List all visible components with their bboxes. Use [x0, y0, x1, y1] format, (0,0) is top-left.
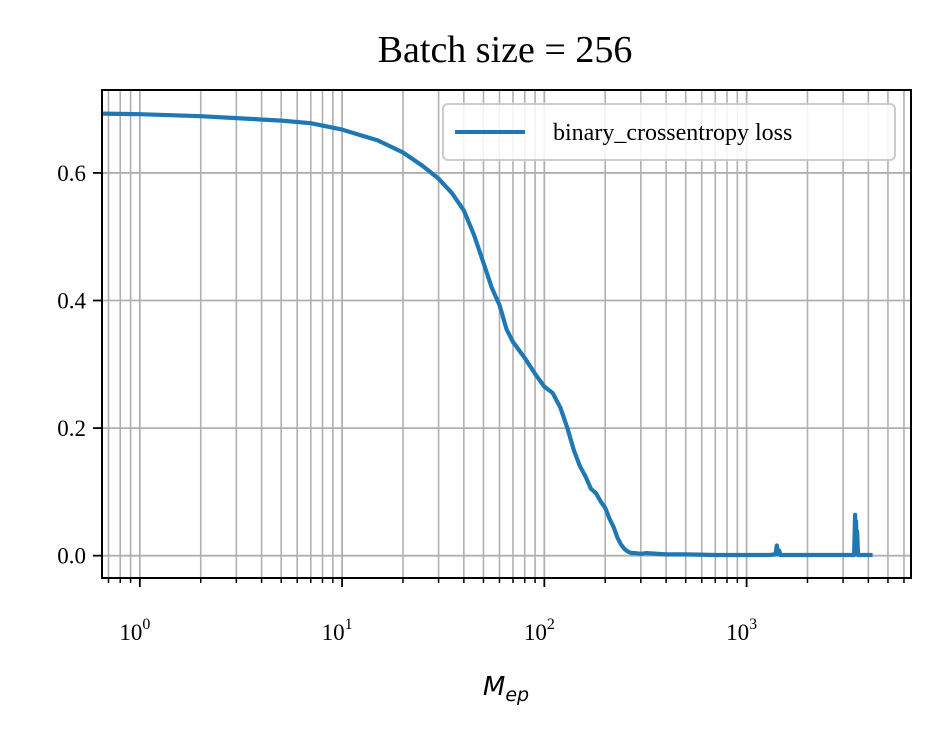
x-tick-base: 10 — [119, 620, 142, 645]
x-tick-label: 103 — [726, 616, 757, 645]
legend-box — [442, 103, 896, 161]
x-tick-exponent: 0 — [142, 616, 150, 633]
x-axis-label-main: M — [483, 672, 505, 702]
y-tick-label: 0.2 — [57, 416, 86, 441]
series-layer — [101, 111, 873, 558]
x-tick-exponent: 1 — [345, 616, 353, 633]
series-line-0 — [101, 111, 873, 558]
legend-label: binary_crossentropy loss — [553, 120, 792, 146]
y-tick-label: 0.4 — [57, 289, 86, 314]
x-tick-exponent: 2 — [547, 616, 555, 633]
y-tick-label: 0.0 — [57, 544, 86, 569]
x-tick-label: 102 — [524, 616, 555, 645]
x-tick-base: 10 — [322, 620, 345, 645]
x-tick-label: 100 — [119, 616, 150, 645]
x-axis-label-subscript: ep — [505, 684, 529, 706]
y-axis-ticks: 0.0 0.2 0.4 0.6 — [57, 161, 102, 569]
x-tick-base: 10 — [726, 620, 749, 645]
minor-grid — [107, 90, 905, 578]
major-grid — [102, 90, 911, 578]
x-axis-ticks: 100 101 102 103 — [107, 578, 905, 645]
x-tick-base: 10 — [524, 620, 547, 645]
legend: binary_crossentropy loss — [442, 103, 896, 161]
y-tick-label: 0.6 — [57, 161, 86, 186]
plot-frame — [101, 89, 912, 579]
x-tick-exponent: 3 — [749, 616, 757, 633]
x-axis-label: Mep — [483, 672, 529, 706]
x-tick-label: 101 — [322, 616, 353, 645]
chart-title: Batch size = 256 — [378, 29, 633, 71]
